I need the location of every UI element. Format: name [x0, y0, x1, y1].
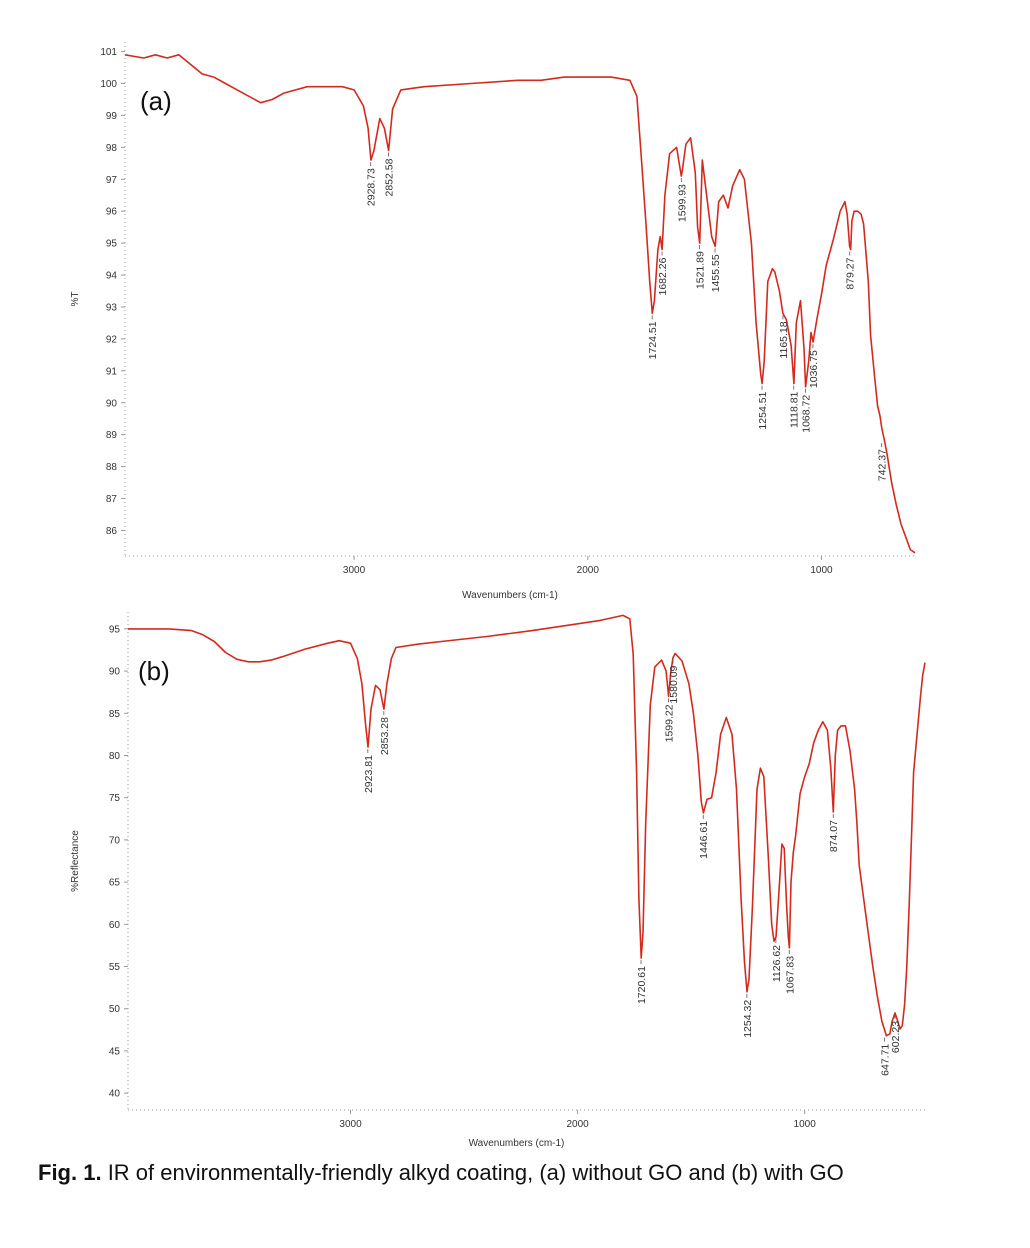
y-axis-title: %Reflectance [70, 830, 81, 892]
peak-label: 1067.83 [784, 956, 796, 994]
peak-label: 2853.28 [379, 717, 391, 755]
y-tick-label: 97 [106, 175, 118, 186]
y-tick-label: 99 [106, 111, 118, 122]
y-tick-label: 88 [106, 462, 118, 473]
x-tick-label: 1000 [794, 1119, 817, 1130]
peak-label: 1724.51 [647, 321, 659, 359]
peak-label: 879.27 [845, 257, 857, 289]
peak-label: 874.07 [828, 820, 840, 852]
y-tick-label: 93 [106, 302, 118, 313]
peak-label: 602.23 [890, 1021, 902, 1053]
y-tick-label: 89 [106, 430, 118, 441]
peak-label: 1254.32 [742, 1000, 754, 1038]
peak-label: 1036.75 [808, 350, 820, 388]
y-tick-label: 55 [109, 962, 121, 973]
y-axis-title: %T [70, 292, 81, 307]
peak-label: 1682.26 [657, 257, 669, 295]
y-tick-label: 96 [106, 207, 118, 218]
peak-label: 1254.51 [757, 391, 769, 429]
caption-text: IR of environmentally-friendly alkyd coa… [107, 1160, 844, 1185]
y-tick-label: 95 [109, 624, 121, 635]
peak-label: 1446.61 [698, 821, 710, 859]
peak-label: 2852.58 [384, 158, 396, 196]
panel-0: 101 100 99 98 97 96 95 94 93 92 91 90 89 88 87 86 3000 20… [70, 42, 916, 601]
y-tick-label: 94 [106, 271, 118, 282]
peak-label: 1165.18 [778, 321, 790, 358]
x-tick-label: 2000 [577, 565, 600, 576]
y-tick-label: 50 [109, 1004, 121, 1015]
y-tick-label: 40 [109, 1089, 121, 1100]
peak-label: 2928.73 [366, 168, 378, 206]
peak-label: 2923.81 [363, 755, 375, 793]
spectrum-line [128, 614, 926, 1037]
y-tick-label: 86 [106, 526, 118, 537]
peak-label: 1455.55 [710, 254, 722, 292]
x-tick-label: 1000 [810, 565, 833, 576]
peak-label: 1126.62 [771, 945, 783, 982]
y-tick-label: 90 [109, 667, 121, 678]
peak-label: 1599.22 [664, 704, 676, 742]
y-tick-label: 80 [109, 751, 121, 762]
x-tick-label: 2000 [566, 1119, 589, 1130]
y-tick-label: 101 [100, 47, 117, 58]
y-tick-label: 45 [109, 1046, 121, 1057]
peak-label: 742.37 [877, 449, 889, 481]
y-tick-label: 95 [106, 239, 118, 250]
x-tick-label: 3000 [339, 1119, 362, 1130]
peak-label: 1118.81 [789, 391, 801, 428]
panel-1: 95 90 85 80 75 70 65 60 55 50 45 40 3000 2000 1000 Wave… [70, 612, 926, 1149]
x-axis-title: Wavenumbers (cm-1) [469, 1138, 565, 1149]
peak-label: 1068.72 [800, 395, 812, 433]
peak-label: 1521.89 [695, 251, 707, 289]
y-tick-label: 65 [109, 878, 121, 889]
spectrum-line [124, 53, 916, 554]
x-axis-title: Wavenumbers (cm-1) [462, 590, 558, 601]
y-tick-label: 85 [109, 709, 121, 720]
panel-label: (a) [140, 86, 172, 116]
y-tick-label: 70 [109, 835, 121, 846]
y-tick-label: 92 [106, 334, 118, 345]
peak-label: 647.71 [880, 1044, 892, 1076]
y-tick-label: 91 [106, 366, 118, 377]
y-tick-label: 75 [109, 793, 121, 804]
caption-label: Fig. 1. [38, 1160, 102, 1185]
figure-caption: Fig. 1. IR of environmentally-friendly a… [38, 1160, 844, 1186]
peak-label: 1580.09 [668, 665, 680, 703]
y-tick-label: 90 [106, 398, 118, 409]
peak-label: 1599.93 [676, 184, 688, 222]
y-tick-label: 98 [106, 143, 118, 154]
y-tick-label: 87 [106, 494, 118, 505]
y-tick-label: 100 [100, 79, 117, 90]
y-tick-label: 60 [109, 920, 121, 931]
x-tick-label: 3000 [343, 565, 366, 576]
panel-label: (b) [138, 656, 170, 686]
peak-label: 1720.61 [636, 966, 648, 1004]
